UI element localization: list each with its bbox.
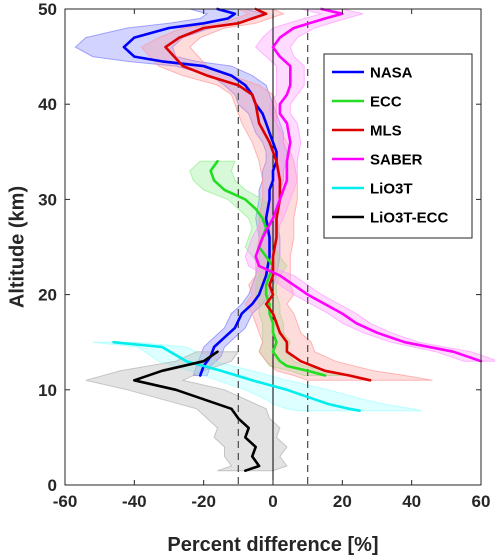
band-lio3t-ecc (85, 351, 288, 472)
x-axis-ticks: -60 -40 -20 0 20 40 60 (53, 9, 491, 511)
series-line-nasa (122, 7, 278, 377)
y-tick-label: 50 (38, 0, 57, 19)
y-axis-ticks: 0 10 20 30 40 50 (38, 0, 481, 495)
x-tick-label: -20 (191, 492, 216, 511)
x-tick-label: 20 (333, 492, 352, 511)
x-tick-label: 40 (402, 492, 421, 511)
legend-label-ecc: ECC (370, 94, 402, 111)
y-axis-title: Altitude (km) (6, 186, 28, 308)
y-tick-label: 20 (38, 286, 57, 305)
reference-lines (237, 9, 309, 485)
series-line-lio3t (112, 340, 362, 413)
x-tick-label: -60 (53, 492, 78, 511)
x-tick-label: 0 (268, 492, 277, 511)
series-line-lio3t-ecc (133, 350, 261, 473)
x-tick-label: 60 (472, 492, 491, 511)
x-axis-title: Percent difference [%] (167, 534, 378, 556)
y-tick-label: 40 (38, 95, 57, 114)
series-line-ecc (209, 160, 327, 377)
legend-label-lio3t-ecc: LiO3T-ECC (370, 210, 449, 227)
series-line-saber (254, 7, 483, 363)
band-lio3t (92, 341, 423, 412)
legend-box (323, 53, 473, 239)
x-tick-label: -40 (122, 492, 147, 511)
legend-label-mls: MLS (370, 123, 402, 140)
y-tick-label: 0 (48, 476, 57, 495)
y-tick-label: 30 (38, 190, 57, 209)
legend: NASA ECC MLS SABER LiO3T LiO3T-ECC (323, 53, 473, 239)
y-tick-label: 10 (38, 381, 57, 400)
series-lines (112, 7, 483, 473)
legend-label-lio3t: LiO3T (370, 181, 413, 198)
legend-label-saber: SABER (370, 152, 423, 169)
legend-label-nasa: NASA (370, 65, 413, 82)
